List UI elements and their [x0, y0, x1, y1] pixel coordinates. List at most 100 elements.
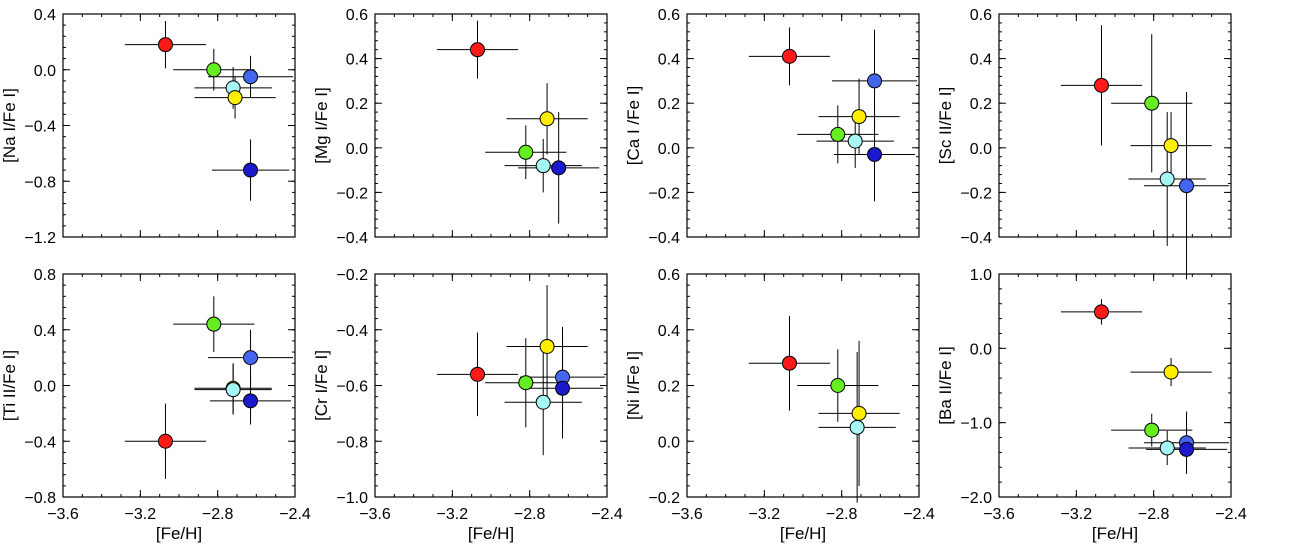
y-tick-label: −0.8: [336, 434, 368, 451]
data-point-yellow: [227, 90, 243, 106]
y-tick-label: 0.0: [658, 141, 680, 158]
y-tick-label: −0.4: [24, 434, 56, 451]
plot-frame: [686, 13, 920, 238]
error-bars: [436, 285, 606, 456]
data-point-cyan: [535, 158, 551, 174]
data-point-navy: [555, 380, 571, 396]
minor-ticks: [686, 13, 920, 238]
y-tick-label: 1.0: [970, 267, 992, 284]
plot-frame: [998, 273, 1232, 498]
x-tick-label: −2.8: [202, 506, 234, 523]
data-point-navy: [867, 146, 883, 162]
minor-ticks: [374, 273, 608, 498]
x-axis-label: [Fe/H]: [468, 524, 514, 543]
y-tick-label: −0.4: [24, 119, 56, 136]
y-tick-label: −0.8: [24, 490, 56, 507]
y-tick-label: 0.4: [658, 52, 680, 69]
x-axis-label: [Fe/H]: [1092, 524, 1138, 543]
data-point-blue: [243, 69, 259, 85]
y-tick-label: −1.2: [24, 230, 56, 247]
y-axis-label: [Ca I /Fe I]: [624, 86, 643, 165]
data-point-red: [469, 42, 485, 58]
x-tick-label: −2.8: [1138, 506, 1170, 523]
x-tick-label: −3.6: [47, 506, 79, 523]
y-tick-label: −1.0: [336, 490, 368, 507]
x-tick-label: −2.8: [826, 506, 858, 523]
y-tick-label: 0.0: [34, 63, 56, 80]
y-tick-label: −0.2: [648, 185, 680, 202]
data-point-cyan: [225, 382, 241, 398]
x-tick-label: −2.8: [514, 506, 546, 523]
y-axis-label: [Sc II/Fe I]: [936, 87, 955, 164]
x-tick-label: −2.4: [903, 506, 935, 523]
data-point-yellow: [539, 338, 555, 354]
error-bars: [436, 20, 600, 224]
y-axis-label: [Ba II/Fe I]: [936, 346, 955, 424]
y-tick-label: 0.4: [34, 323, 56, 340]
x-tick-label: −3.2: [437, 506, 469, 523]
data-point-green: [206, 62, 222, 78]
data-point-green: [1144, 422, 1160, 438]
data-point-red: [157, 37, 173, 53]
x-tick-label: −3.2: [125, 506, 157, 523]
data-point-yellow: [539, 111, 555, 127]
plot-frame: [374, 13, 608, 238]
panel-ni: −3.6 −3.2 −2.8 −2.4 −0.2 0.0 0.2 0.4 0.6 [Ni I/Fe…: [624, 267, 935, 543]
x-axis-label: [Fe/H]: [780, 524, 826, 543]
y-tick-label: 0.0: [970, 341, 992, 358]
y-tick-label: 0.8: [34, 267, 56, 284]
data-point-red: [781, 48, 797, 64]
y-axis-label: [Na I/Fe I]: [0, 88, 19, 163]
data-point-green: [518, 375, 534, 391]
data-point-yellow: [851, 405, 867, 421]
data-point-blue: [1179, 178, 1195, 194]
data-point-red: [781, 355, 797, 371]
data-point-cyan: [849, 419, 865, 435]
panel-na: −1.2 −0.8 −0.4 0.0 0.4 [Na I/Fe I]: [0, 7, 296, 247]
minor-ticks: [62, 273, 296, 498]
x-tick-label: −2.4: [279, 506, 311, 523]
y-tick-label: 0.0: [658, 434, 680, 451]
x-tick-label: −2.4: [1215, 506, 1247, 523]
data-point-navy: [243, 162, 259, 178]
y-axis-label: [Mg I/Fe I]: [312, 87, 331, 164]
y-tick-label: −0.4: [336, 323, 368, 340]
y-tick-label: −0.2: [336, 267, 368, 284]
panel-sc: −0.4 −0.2 0.0 0.2 0.4 0.6 [Sc II/Fe I]: [936, 7, 1232, 280]
y-tick-label: 0.0: [970, 141, 992, 158]
data-point-green: [830, 126, 846, 142]
error-bars: [748, 27, 918, 202]
y-tick-label: 0.4: [34, 7, 56, 24]
y-tick-label: −0.4: [960, 230, 992, 247]
data-point-red: [157, 433, 173, 449]
data-point-cyan: [847, 133, 863, 149]
y-tick-label: −0.4: [336, 230, 368, 247]
data-point-cyan: [1159, 171, 1175, 187]
y-tick-label: 0.2: [970, 96, 992, 113]
y-tick-label: −0.2: [960, 185, 992, 202]
data-point-cyan: [1159, 440, 1175, 456]
error-bars: [1060, 25, 1230, 280]
y-tick-label: 0.4: [658, 323, 680, 340]
y-tick-label: 0.6: [970, 7, 992, 24]
y-tick-label: 0.2: [346, 96, 368, 113]
data-point-green: [206, 316, 222, 332]
y-tick-label: −0.4: [648, 230, 680, 247]
x-tick-label: −2.4: [591, 506, 623, 523]
data-point-yellow: [1163, 138, 1179, 154]
minor-ticks: [374, 13, 608, 238]
y-tick-label: −0.2: [648, 490, 680, 507]
y-tick-label: 0.6: [658, 267, 680, 284]
y-axis-label: [Cr I/Fe I]: [312, 350, 331, 421]
y-tick-label: −0.8: [24, 174, 56, 191]
y-tick-label: 0.2: [658, 379, 680, 396]
y-tick-label: −0.2: [336, 185, 368, 202]
panel-ca: −0.4 −0.2 0.0 0.2 0.4 0.6 [Ca I /Fe I]: [624, 7, 920, 247]
data-point-red: [1093, 304, 1109, 320]
x-tick-label: −3.2: [1061, 506, 1093, 523]
data-point-yellow: [1163, 364, 1179, 380]
panel-ba: −3.6 −3.2 −2.8 −2.4 −2.0 −1.0 0.0 1.0 [Ba II/Fe …: [936, 267, 1247, 543]
y-axis-label: [Ti II/Fe I]: [0, 350, 19, 421]
data-point-green: [830, 378, 846, 393]
